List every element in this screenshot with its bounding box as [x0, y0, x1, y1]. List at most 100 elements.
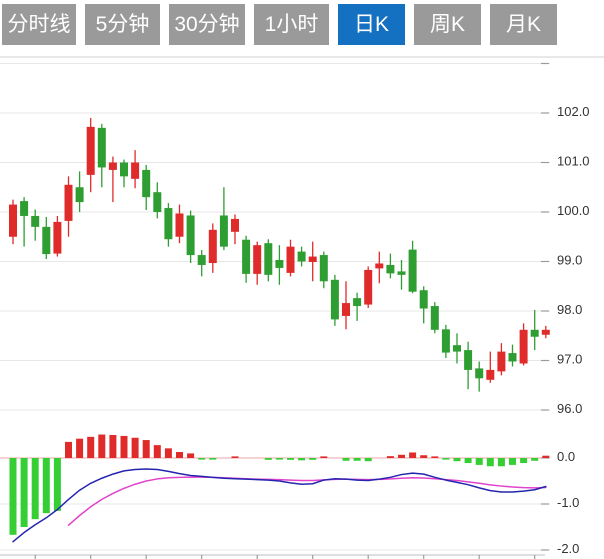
tab-period-4-active[interactable]: 日K: [338, 4, 405, 45]
macd-axis-label: -2.0: [557, 541, 579, 556]
macd-histogram-bar: [475, 458, 483, 465]
macd-histogram-bar: [231, 456, 239, 458]
macd-histogram-bar: [120, 435, 128, 458]
tab-period-6[interactable]: 月K: [490, 4, 557, 45]
candle-body: [231, 218, 239, 232]
price-axis-label: 100.0: [557, 203, 590, 218]
candle-body: [441, 329, 450, 353]
candle-body: [64, 184, 73, 221]
candle-body: [264, 243, 273, 275]
candle-body: [497, 351, 506, 372]
candle-body: [342, 303, 350, 316]
macd-histogram-bar: [176, 452, 183, 458]
macd-histogram-bar: [298, 458, 306, 461]
candle-body: [297, 251, 306, 262]
candle-body: [275, 260, 284, 268]
macd-histogram-bar: [520, 458, 528, 464]
macd-histogram-bar: [209, 458, 217, 460]
candle-body: [120, 162, 128, 177]
macd-histogram-bar: [431, 456, 439, 458]
candle-body: [475, 368, 484, 379]
macd-histogram-bar: [142, 440, 150, 458]
macd-histogram-bar: [486, 458, 494, 467]
candle-body: [508, 353, 517, 362]
dif-line: [12, 468, 547, 543]
macd-axis-label: 0.0: [557, 449, 575, 464]
price-axis-label: 96.0: [557, 401, 582, 416]
macd-histogram-bar: [87, 436, 95, 458]
macd-histogram-bar: [98, 434, 106, 458]
candle-body: [164, 208, 173, 240]
candle-body: [253, 245, 262, 274]
macd-histogram-bar: [164, 448, 172, 458]
candle-body: [330, 279, 339, 320]
candle-body: [153, 192, 162, 212]
tab-period-2[interactable]: 30分钟: [169, 4, 245, 45]
candle-body: [131, 162, 140, 179]
candle-body: [397, 271, 406, 275]
candle-body: [108, 162, 117, 170]
macd-histogram-bar: [386, 456, 394, 458]
macd-histogram-bar: [409, 452, 417, 458]
macd-histogram-bar: [53, 458, 61, 511]
macd-histogram-bar: [42, 458, 50, 514]
macd-histogram-bar: [76, 438, 84, 458]
candle-body: [142, 169, 151, 198]
candle-body: [86, 126, 95, 175]
candle-body: [353, 298, 362, 307]
price-axis-label: 102.0: [557, 104, 590, 119]
macd-histogram-bar: [420, 455, 428, 458]
macd-histogram-bar: [287, 458, 294, 460]
macd-histogram-bar: [198, 458, 206, 460]
macd-histogram-bar: [453, 458, 461, 462]
macd-histogram-bar: [65, 441, 72, 458]
macd-histogram-bar: [309, 458, 317, 460]
macd-histogram-bar: [109, 435, 117, 458]
candle-body: [530, 329, 539, 337]
macd-histogram-bar: [342, 458, 350, 461]
macd-histogram-bar: [442, 458, 450, 460]
candle-body: [175, 213, 184, 237]
macd-histogram-bar: [509, 458, 516, 465]
candle-body: [53, 221, 62, 254]
candle-body: [419, 290, 428, 309]
macd-histogram-bar: [531, 458, 539, 461]
candle-body: [519, 329, 528, 364]
price-axis-label: 98.0: [557, 302, 582, 317]
macd-histogram-bar: [153, 445, 161, 458]
candle-body: [408, 249, 417, 292]
macd-histogram-bar: [275, 458, 283, 460]
tab-period-3[interactable]: 1小时: [254, 4, 329, 45]
candle-body: [364, 269, 373, 305]
macd-histogram-bar: [131, 437, 139, 458]
macd-axis-label: -1.0: [557, 495, 579, 510]
macd-histogram-bar: [464, 458, 472, 464]
tab-period-1[interactable]: 5分钟: [85, 4, 160, 45]
macd-histogram-bar: [9, 458, 17, 535]
macd-histogram-bar: [353, 458, 361, 461]
tab-period-0[interactable]: 分时线: [2, 4, 76, 45]
price-axis-label: 97.0: [557, 352, 582, 367]
candle-body: [286, 246, 295, 273]
candle-body: [386, 264, 395, 274]
candle-body: [20, 201, 29, 216]
candle-body: [75, 187, 84, 203]
candle-body: [197, 255, 206, 265]
candle-body: [31, 215, 40, 227]
tab-period-5[interactable]: 周K: [414, 4, 481, 45]
candle-body: [242, 239, 251, 274]
price-axis-label: 99.0: [557, 253, 582, 268]
macd-histogram-bar: [497, 458, 505, 467]
candle-body: [541, 329, 550, 335]
macd-histogram-bar: [320, 456, 328, 458]
dea-line: [67, 476, 547, 526]
candle-body: [486, 369, 495, 380]
candle-body: [97, 127, 106, 168]
macd-histogram-bar: [542, 455, 550, 458]
candle-body: [219, 215, 228, 247]
macd-histogram-bar: [20, 458, 28, 527]
macd-histogram-bar: [264, 458, 272, 460]
price-axis-label: 101.0: [557, 154, 590, 169]
macd-histogram-bar: [364, 458, 372, 462]
